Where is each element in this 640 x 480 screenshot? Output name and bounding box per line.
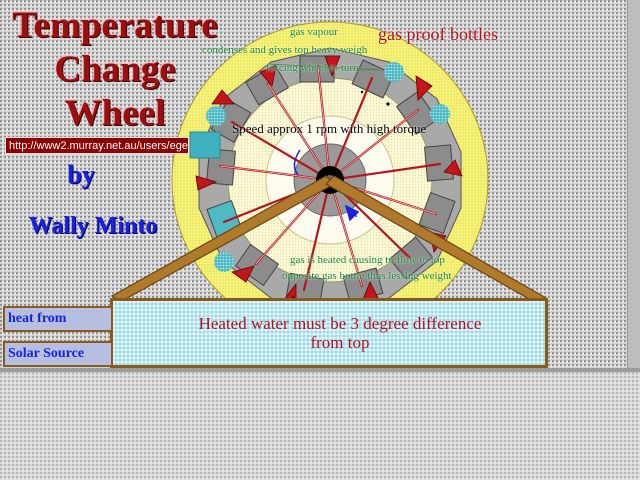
tank-caption: Heated water must be 3 degree difference…: [130, 314, 550, 352]
title-line-2: Change: [54, 49, 176, 90]
wheel-diagram: [110, 21, 548, 339]
heat-source-label-2: Solar Source: [3, 341, 113, 367]
panel-bottom-edge: [0, 368, 640, 372]
liquid-spots: [189, 62, 450, 272]
label-gas-proof-bottles: gas proof bottles: [378, 24, 498, 44]
label-heated-1: gas is heated causing to flow to top: [290, 254, 445, 266]
author-name: Wally Minto: [28, 213, 158, 239]
label-gas-vapour: gas vapour: [290, 26, 338, 38]
page-title: Temperature Change Wheel: [10, 4, 220, 136]
label-condenses-2: forcing wheel to turn: [266, 62, 359, 74]
heat-source-label-1: heat from: [3, 306, 113, 332]
water-tank: [110, 298, 548, 368]
rotation-arrows: [293, 149, 360, 222]
label-condenses-1: condenses and gives top heavy weigh: [202, 44, 368, 56]
byline-by: by: [67, 160, 95, 189]
website-link[interactable]: http://www2.murray.net.au/users/egel: [5, 137, 189, 154]
label-leader: [267, 63, 381, 71]
tank-caption-line-1: Heated water must be 3 degree difference: [198, 314, 482, 333]
title-line-3: Wheel: [64, 93, 166, 134]
label-speed: Speed approx 1 rpm with high torque: [232, 121, 427, 136]
label-heated-2: opposite gas bottle thus lessing weight: [282, 270, 452, 282]
title-line-1: Temperature: [12, 5, 218, 46]
tank-caption-line-2: from top: [310, 333, 370, 352]
gas-bottles: [206, 55, 456, 306]
panel-right-edge: [627, 0, 640, 372]
